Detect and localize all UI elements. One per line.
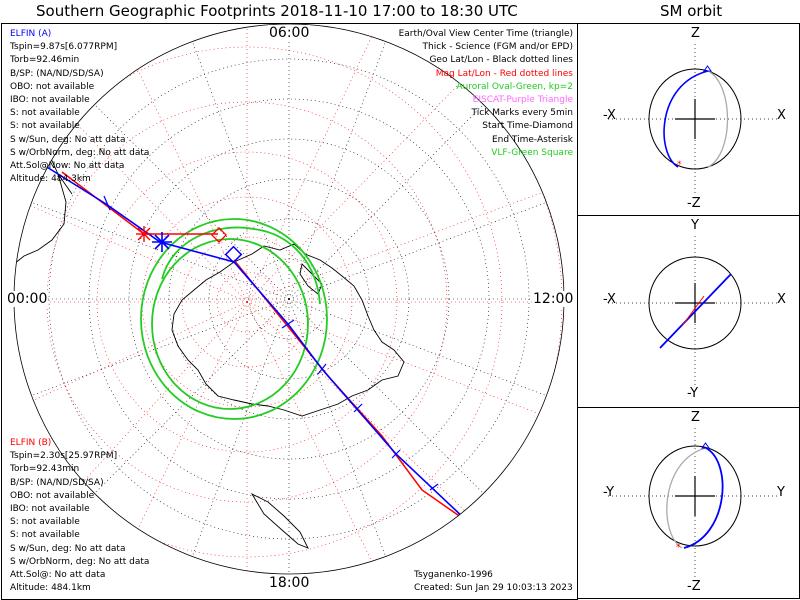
elfin-a-line: Torb=92.46min [10,55,80,66]
legend-item: Start Time-Diamond [482,121,573,132]
legend-item: Mag Lat/Lon - Red dotted lines [435,68,573,79]
elfin-a-line: Att.Sol@Now: No att data [10,161,125,172]
orbit-triangle [703,65,712,72]
elfin-b-line: Torb=92.43min [10,464,80,475]
auroral-oval [140,218,328,420]
elfin-b-end-asterisk [136,226,152,242]
elfin-b-line: Tspin=2.30s[25.97RPM] [10,451,118,462]
elfin-a-orbit [659,273,732,349]
sm-orbit-panel-xy: Y -Y -X X [577,215,800,408]
page-title: Southern Geographic Footprints 2018-11-1… [36,2,518,20]
tick-marks [103,195,439,491]
elfin-a-title: ELFIN (A) [10,29,52,39]
antarctica-coastline [171,243,405,417]
earth-circle [648,445,742,547]
elfin-b-start-diamond [211,227,227,243]
legend-item: Tick Marks every 5min [471,108,573,119]
axis-label-right: X [777,108,786,123]
elfin-a-start-diamond [224,245,243,264]
australia-coastline [481,529,564,574]
legend-item: End Time-Asterisk [491,134,573,145]
elfin-b-line: B/SP: (NA/ND/SD/SA) [10,477,104,488]
elfin-a-line: IBO: not available [10,95,90,106]
sm-orbit-plot-yz: * [608,428,778,579]
axis-label-right: X [777,292,786,307]
elfin-b-info: ELFIN (B) Tspin=2.30s[25.97RPM] Torb=92.… [10,437,149,595]
axis-label-left: -X [603,292,616,307]
legend-item: Auroral Oval-Green, kp=2 [456,81,573,92]
elfin-a-orbit [663,70,709,168]
elfin-b-orbit [681,295,705,327]
orbit-title: SM orbit [660,2,723,20]
map-legend: Earth/Oval View Center Time (triangle) T… [399,28,573,160]
elfin-a-line: OBO: not available [10,81,95,92]
axis-label-top: Y [691,218,699,233]
elfin-b-view-center-triangle [463,531,475,541]
model-credit: Tsyganenko-1996 [414,570,493,580]
axis-label-bottom: -Z [687,579,701,594]
elfin-a-orbit [683,447,724,549]
elfin-a-view-center-triangle [458,524,474,537]
elfin-a-track [41,163,467,521]
orbit-axes-dotted [608,428,778,579]
hour-label-bottom: 18:00 [268,575,311,591]
axis-label-left: -X [603,108,616,123]
orbit-back [707,70,729,168]
orbit-end-asterisk: * [677,160,682,170]
end-time-asterisk [152,232,172,252]
elfin-b-line: S w/Sun, deg: No att data [10,543,126,554]
elfin-b-line: Att.Sol@: No att data [10,570,106,581]
elfin-a-line: Altitude: 484.3km [10,174,91,185]
elfin-b-line: OBO: not available [10,490,95,501]
legend-item: Thick - Science (FGM and/or EPD) [422,42,573,53]
axis-label-bottom: -Y [687,386,699,401]
orbit-back [666,447,707,549]
elfin-b-line: IBO: not available [10,504,90,515]
created-timestamp: Created: Sun Jan 29 10:03:13 2023 [414,583,573,593]
elfin-b-title: ELFIN (B) [10,438,52,448]
geo-grid [14,24,564,574]
axis-label-left: -Y [603,485,615,500]
elfin-b-line: Altitude: 484.1km [10,583,91,594]
new-zealand-coastline [250,492,309,549]
orbit-end-asterisk: * [676,543,681,553]
elfin-a-line: S: not available [10,108,80,119]
sm-orbit-plot-xz: * [608,44,778,195]
sm-orbit-panel-xz: * Z -Z -X X [577,23,800,216]
elfin-b-line: S: not available [10,530,80,541]
orbit-triangle [701,442,710,449]
elfin-b-line: S: not available [10,517,80,528]
elfin-b-line: S w/OrbNorm, deg: No att data [10,556,150,567]
legend-item: VLF-Green Square [491,147,573,158]
sm-orbit-panel-yz: * Z -Z -Y Y [577,407,800,599]
legend-item: EISCAT-Purple Triangle [472,95,573,106]
elfin-a-line: B/SP: (NA/ND/SD/SA) [10,68,104,79]
footprint-map-panel: 06:00 00:00 12:00 18:00 ELFIN (A) Tspin=… [1,23,578,600]
hour-label-left: 00:00 [6,291,49,307]
elfin-a-line: S w/Sun, deg: No att data [10,134,126,145]
axis-label-top: Z [691,26,700,41]
earth-circle [648,68,742,170]
elfin-a-line: S: not available [10,121,80,132]
hour-label-top: 06:00 [268,25,311,41]
hour-label-right: 12:00 [532,291,575,307]
earth-circle [648,256,742,350]
sm-orbit-plot-xy [608,236,778,387]
elfin-a-line: Tspin=9.87s[6.077RPM] [10,42,118,53]
axis-label-top: Z [691,410,700,425]
elfin-a-info: ELFIN (A) Tspin=9.87s[6.077RPM] Torb=92.… [10,28,149,186]
elfin-a-line: S w/OrbNorm, deg: No att data [10,147,150,158]
legend-item: Geo Lat/Lon - Black dotted lines [429,55,573,66]
legend-item: Earth/Oval View Center Time (triangle) [398,29,573,39]
axis-label-right: Y [777,485,785,500]
axis-label-bottom: -Z [687,196,701,211]
